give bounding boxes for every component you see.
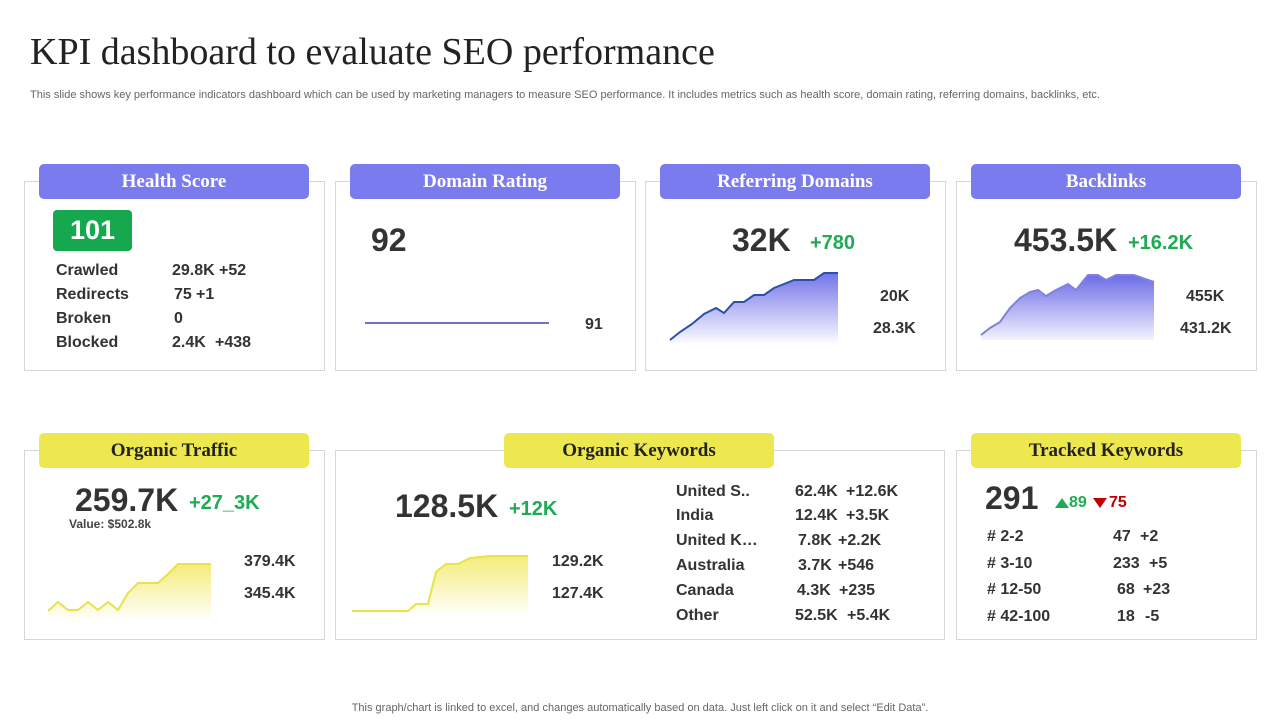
page-subtitle: This slide shows key performance indicat… bbox=[30, 89, 1100, 101]
country-row-value: 62.4K bbox=[795, 483, 838, 500]
country-row-delta: +12.6K bbox=[846, 483, 899, 500]
health-row-redirects-delta: +1 bbox=[196, 286, 215, 303]
organic-traffic-note: Value: $502.8k bbox=[69, 517, 152, 531]
footer-note: This graph/chart is linked to excel, and… bbox=[351, 702, 929, 714]
tracked-row-value: 68 bbox=[1117, 581, 1135, 598]
organic-traffic-header: Organic Traffic bbox=[39, 433, 309, 468]
down-arrow-icon bbox=[1093, 498, 1107, 508]
domain-rating-side-value: 91 bbox=[585, 316, 603, 333]
organic-keywords-delta: +12K bbox=[509, 498, 558, 520]
organic-traffic-delta: +27_3K bbox=[189, 492, 260, 514]
tracked-row-delta: +23 bbox=[1143, 581, 1171, 598]
health-row-broken-label: Broken bbox=[56, 310, 112, 327]
country-row-name: Canada bbox=[676, 582, 734, 599]
domain-rating-card bbox=[335, 181, 636, 371]
organic-keywords-sparkline bbox=[352, 555, 528, 614]
referring-domains-header: Referring Domains bbox=[660, 164, 930, 199]
backlinks-min: 431.2K bbox=[1180, 320, 1232, 337]
country-row-value: 12.4K bbox=[795, 507, 838, 524]
health-row-blocked-label: Blocked bbox=[56, 334, 119, 351]
tracked-row-delta: -5 bbox=[1145, 608, 1160, 625]
country-row-name: United K… bbox=[676, 532, 758, 549]
country-row-name: Australia bbox=[676, 557, 745, 574]
country-row-delta: +235 bbox=[839, 582, 876, 599]
domain-rating-value: 92 bbox=[371, 222, 407, 258]
health-score-badge: 101 bbox=[53, 210, 132, 251]
tracked-keywords-down: 75 bbox=[1109, 494, 1127, 511]
referring-domains-sparkline bbox=[669, 272, 838, 343]
backlinks-sparkline bbox=[980, 274, 1155, 340]
organic-traffic-sparkline bbox=[47, 563, 211, 618]
tracked-keywords-card bbox=[956, 450, 1257, 640]
referring-domains-delta: +780 bbox=[810, 232, 856, 254]
organic-traffic-min: 345.4K bbox=[244, 585, 296, 602]
tracked-row-name: # 2-2 bbox=[987, 528, 1024, 545]
tracked-row-delta: +5 bbox=[1149, 555, 1168, 572]
tracked-keywords-up: 89 bbox=[1069, 494, 1087, 511]
organic-keywords-header: Organic Keywords bbox=[504, 433, 774, 468]
domain-rating-header: Domain Rating bbox=[350, 164, 620, 199]
tracked-keywords-header: Tracked Keywords bbox=[971, 433, 1241, 468]
tracked-row-value: 18 bbox=[1117, 608, 1135, 625]
page-title: KPI dashboard to evaluate SEO performanc… bbox=[30, 31, 715, 73]
tracked-row-name: # 3-10 bbox=[987, 555, 1033, 572]
country-row-value: 7.8K bbox=[798, 532, 832, 549]
organic-keywords-value: 128.5K bbox=[395, 488, 499, 524]
country-row-value: 52.5K bbox=[795, 607, 838, 624]
organic-traffic-max: 379.4K bbox=[244, 553, 296, 570]
health-row-crawled-value: 29.8K bbox=[172, 262, 215, 279]
health-row-crawled-label: Crawled bbox=[56, 262, 119, 279]
country-row-name: United S.. bbox=[676, 483, 750, 500]
referring-domains-value: 32K bbox=[732, 222, 791, 258]
country-row-delta: +2.2K bbox=[838, 532, 882, 549]
up-arrow-icon bbox=[1055, 498, 1069, 508]
country-row-delta: +5.4K bbox=[847, 607, 891, 624]
tracked-row-value: 47 bbox=[1113, 528, 1131, 545]
backlinks-header: Backlinks bbox=[971, 164, 1241, 199]
backlinks-delta: +16.2K bbox=[1128, 232, 1194, 254]
country-row-name: Other bbox=[676, 607, 719, 624]
country-row-value: 4.3K bbox=[797, 582, 831, 599]
backlinks-max: 455K bbox=[1186, 288, 1225, 305]
country-row-delta: +546 bbox=[838, 557, 875, 574]
health-row-redirects-label: Redirects bbox=[56, 286, 129, 303]
tracked-row-value: 233 bbox=[1113, 555, 1140, 572]
health-score-header: Health Score bbox=[39, 164, 309, 199]
backlinks-value: 453.5K bbox=[1014, 222, 1118, 258]
country-row-delta: +3.5K bbox=[846, 507, 890, 524]
tracked-keywords-value: 291 bbox=[985, 480, 1039, 516]
organic-keywords-max: 129.2K bbox=[552, 553, 604, 570]
referring-domains-min: 28.3K bbox=[873, 320, 916, 337]
organic-keywords-min: 127.4K bbox=[552, 585, 604, 602]
health-row-broken-value: 0 bbox=[174, 310, 183, 327]
health-row-redirects-value: 75 bbox=[174, 286, 192, 303]
health-row-blocked-delta: +438 bbox=[215, 334, 252, 351]
health-row-crawled-delta: +52 bbox=[219, 262, 247, 279]
domain-rating-sparkline bbox=[365, 322, 549, 324]
referring-domains-max: 20K bbox=[880, 288, 910, 305]
tracked-row-delta: +2 bbox=[1140, 528, 1159, 545]
tracked-row-name: # 42-100 bbox=[987, 608, 1051, 625]
organic-traffic-value: 259.7K bbox=[75, 482, 179, 518]
country-row-name: India bbox=[676, 507, 714, 524]
country-row-value: 3.7K bbox=[798, 557, 832, 574]
tracked-row-name: # 12-50 bbox=[987, 581, 1042, 598]
health-row-blocked-value: 2.4K bbox=[172, 334, 206, 351]
